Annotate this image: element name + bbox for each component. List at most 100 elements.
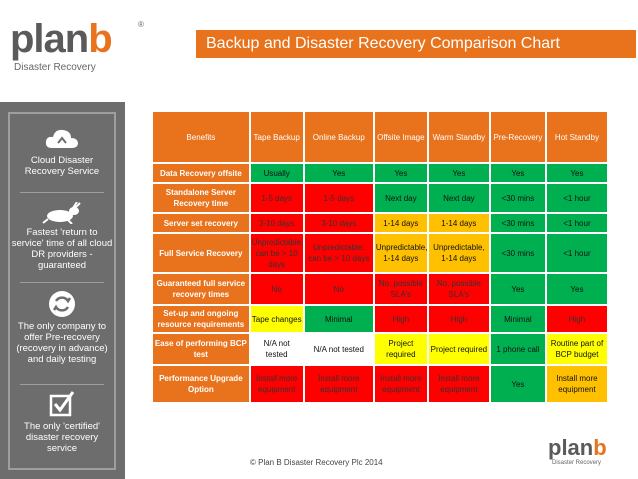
table-cell: Unpredictable, 1-14 days [374,234,427,272]
table-row: Full Service Recovery Unpredictable, can … [153,234,607,272]
row-label: Full Service Recovery [153,234,249,272]
sidebar-item-cloud: Cloud Disaster Recovery Service [10,126,114,177]
sidebar-item-label: The only company to offer Pre-recovery (… [16,321,108,365]
table-cell: Yes [428,164,489,182]
sidebar-item-label: The only 'certified' disaster recovery s… [24,421,100,454]
table-cell: Minimal [490,306,545,332]
table-cell: N/A not tested [250,334,303,364]
row-label: Data Recovery offsite [153,164,249,182]
logo-subtitle: Disaster Recovery [14,62,96,73]
table-cell: <30 mins [490,184,545,212]
table-cell: <1 hour [546,214,607,232]
table-cell: Yes [546,274,607,304]
table-row: Guaranteed full service recovery times No… [153,274,607,304]
table-cell: 1-14 days [374,214,427,232]
comparison-table: Benefits Tape Backup Online Backup Offsi… [151,110,609,404]
table-cell: Yes [546,164,607,182]
table-cell: No, possible SLA's [428,274,489,304]
table-cell: 3-10 days [250,214,303,232]
header-benefits: Benefits [153,112,249,162]
table-cell: Yes [490,164,545,182]
header-hot-standby: Hot Standby [546,112,607,162]
table-cell: Install more equipment [304,366,373,402]
divider [20,192,104,193]
logo-accent: b [593,435,607,460]
cloud-sync-icon [45,129,78,148]
row-label: Ease of performing BCP test [153,334,249,364]
sidebar-item-fastest: Fastest 'return to service' time of all … [10,202,114,271]
table-cell: N/A not tested [304,334,373,364]
sidebar-panel: Cloud Disaster Recovery Service Fastest … [8,112,116,470]
table-cell: Next day [428,184,489,212]
table-cell: Minimal [304,306,373,332]
table-cell: Install more equipment [546,366,607,402]
table-cell: Install more equipment [250,366,303,402]
table-cell: High [546,306,607,332]
table-cell: <30 mins [490,214,545,232]
registered-mark: ® [138,20,144,29]
sidebar-item-prerecovery: The only company to offer Pre-recovery (… [10,290,114,365]
divider [20,282,104,283]
row-label: Server set recovery [153,214,249,232]
table-cell: No [304,274,373,304]
table-cell: No [250,274,303,304]
row-label: Guaranteed full service recovery times [153,274,249,304]
table-row: Set-up and ongoing resource requirements… [153,306,607,332]
table-cell: High [374,306,427,332]
table-cell: <30 mins [490,234,545,272]
table-cell: Next day [374,184,427,212]
table-row: Data Recovery offsite Usually Yes Yes Yes Yes… [153,164,607,182]
table-cell: 1-5 days [250,184,303,212]
logo-accent: b [88,17,112,61]
table-cell: Unpredictable, 1-14 days [428,234,489,272]
table-cell: Project required [374,334,427,364]
table-row: Ease of performing BCP test N/A not teste… [153,334,607,364]
header-pre-recovery: Pre-Recovery [490,112,545,162]
table-cell: Yes [374,164,427,182]
refresh-icon [49,291,75,317]
table-cell: 3-10 days [304,214,373,232]
sidebar-item-label: Cloud Disaster Recovery Service [24,155,100,177]
header-offsite-image: Offsite Image [374,112,427,162]
copyright-footer: © Plan B Disaster Recovery Plc 2014 [250,458,383,467]
table-cell: 1-14 days [428,214,489,232]
planb-logo-small: planb Disaster Recovery [548,436,628,472]
checkbox-icon [49,391,75,417]
table-cell: Unpredictable, can be > 10 days [304,234,373,272]
header-online-backup: Online Backup [304,112,373,162]
row-label: Standalone Server Recovery time [153,184,249,212]
table-cell: 1 phone call [490,334,545,364]
table-cell: Yes [304,164,373,182]
logo-subtitle: Disaster Recovery [552,460,602,466]
table-cell: Unpredictable, can be > 10 days [250,234,303,272]
table-cell: 1-5 days [304,184,373,212]
table-cell: Yes [490,366,545,402]
row-label: Set-up and ongoing resource requirements [153,306,249,332]
rabbit-icon [42,202,81,224]
header-warm-standby: Warm Standby [428,112,489,162]
header-tape-backup: Tape Backup [250,112,303,162]
table-row: Server set recovery 3-10 days 3-10 days 1-1… [153,214,607,232]
logo-main: plan [10,17,89,61]
table-cell: <1 hour [546,184,607,212]
table-cell: No, possible SLA's [374,274,427,304]
table-cell: <1 hour [546,234,607,272]
table-cell: Routine part of BCP budget [546,334,607,364]
row-label: Performance Upgrade Option [153,366,249,402]
planb-logo: planb ® Disaster Recovery [10,16,160,78]
table-cell: Install more equipment [428,366,489,402]
table-body: Data Recovery offsite Usually Yes Yes Yes Yes… [153,164,607,402]
table-row: Standalone Server Recovery time 1-5 days 1… [153,184,607,212]
logo-main: plan [548,435,594,460]
table-row: Performance Upgrade Option Install more e… [153,366,607,402]
table-header-row: Benefits Tape Backup Online Backup Offsi… [153,112,607,162]
table-cell: Yes [490,274,545,304]
table-cell: Usually [250,164,303,182]
table-cell: Tape changes [250,306,303,332]
sidebar: Cloud Disaster Recovery Service Fastest … [0,102,125,479]
divider [20,384,104,385]
table-cell: Install more equipment [374,366,427,402]
sidebar-item-certified: The only 'certified' disaster recovery s… [10,390,114,454]
sidebar-item-label: Fastest 'return to service' time of all … [11,227,113,271]
table-cell: Project required [428,334,489,364]
